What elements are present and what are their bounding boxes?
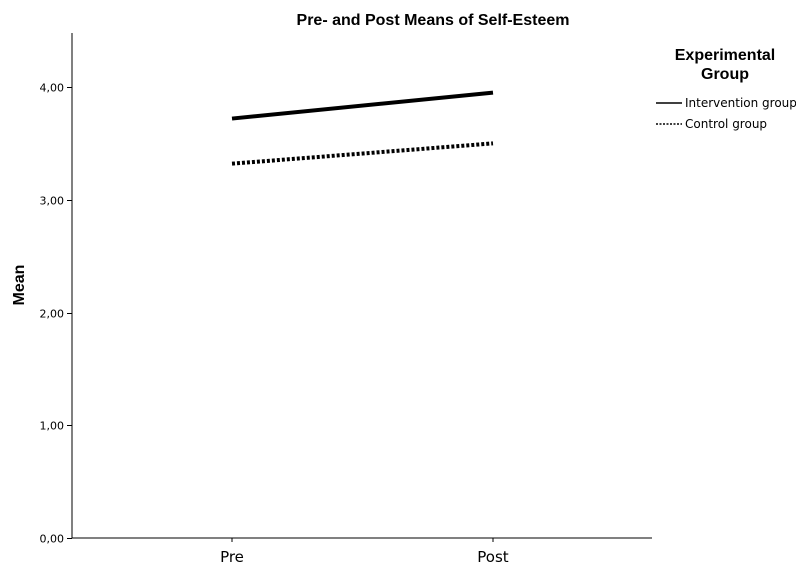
y-tick-label: 2,00	[40, 308, 65, 321]
legend-items: Intervention group Control group	[656, 96, 796, 131]
y-tick-label: 3,00	[40, 195, 65, 208]
x-axis-ticks: Pre Post	[220, 538, 509, 566]
x-tick-label: Pre	[220, 548, 244, 566]
y-axis-ticks: 0,00 1,00 2,00 3,00 4,00	[40, 82, 72, 546]
series-line-control	[231, 141, 494, 166]
legend: Experimental Group Intervention group Con…	[656, 47, 796, 131]
legend-label: Intervention group	[685, 96, 796, 110]
y-tick-label: 0,00	[40, 533, 65, 546]
legend-title-line2: Group	[701, 66, 749, 83]
y-tick-label: 1,00	[40, 420, 65, 433]
chart-title: Pre- and Post Means of Self-Esteem	[297, 12, 570, 29]
series-lines	[231, 90, 494, 166]
y-tick-label: 4,00	[40, 82, 65, 95]
x-tick-label: Post	[477, 548, 509, 566]
legend-label: Control group	[685, 117, 767, 131]
y-axis-label: Mean	[11, 265, 28, 306]
legend-title-line1: Experimental	[675, 47, 775, 64]
series-line-intervention	[231, 90, 494, 121]
